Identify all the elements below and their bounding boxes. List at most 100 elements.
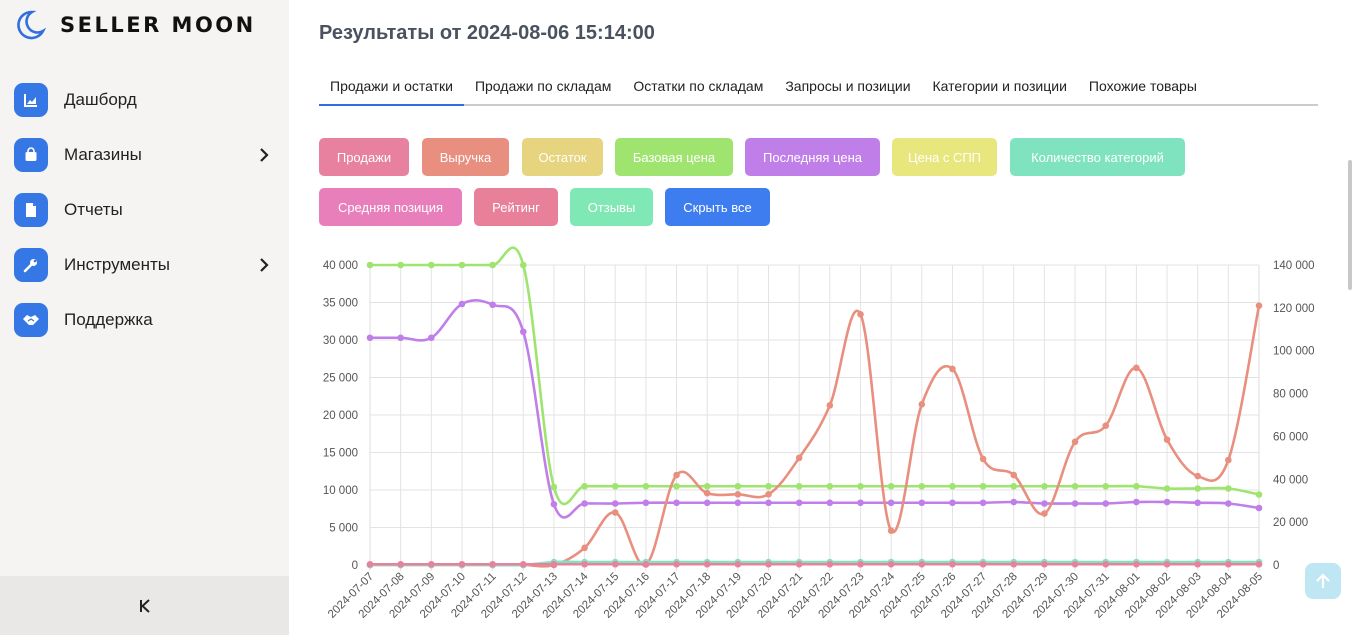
series-point-4 (581, 560, 588, 568)
sidebar-collapse-button[interactable] (0, 576, 289, 635)
filter-sales-button[interactable]: Продажи (319, 138, 409, 176)
series-point-2 (1071, 438, 1079, 446)
tab-categories-positions[interactable]: Категории и позиции (932, 78, 1067, 94)
series-point-2 (734, 490, 742, 498)
handshake-icon (14, 302, 48, 337)
series-point-4 (1225, 560, 1232, 568)
series-point-1 (826, 499, 834, 507)
moon-icon (17, 10, 46, 40)
y-left-tick-label: 40 000 (323, 260, 358, 272)
collapse-icon (139, 598, 150, 613)
series-point-0 (1255, 491, 1263, 498)
bag-icon (14, 137, 48, 172)
y-right-tick-label: 140 000 (1273, 260, 1315, 272)
series-point-4 (428, 560, 435, 568)
series-point-4 (1010, 560, 1018, 568)
series-point-0 (550, 483, 558, 491)
filter-revenue-button[interactable]: Выручка (422, 138, 509, 176)
series-point-2 (1163, 436, 1171, 443)
document-icon (14, 192, 48, 227)
series-point-2 (1255, 302, 1263, 310)
series-point-1 (611, 500, 619, 507)
series-point-0 (397, 261, 404, 269)
series-point-1 (397, 334, 404, 342)
y-right-tick-label: 0 (1273, 560, 1279, 572)
arrow-up-icon (1316, 573, 1330, 589)
series-point-4 (673, 560, 680, 568)
series-point-2 (581, 544, 588, 552)
series-point-4 (765, 560, 772, 568)
series-point-1 (366, 334, 374, 342)
series-point-2 (918, 400, 926, 408)
sidebar-nav: Дашборд Магазины Отчеты Инструменты (14, 72, 274, 347)
page-scrollbar[interactable] (1348, 160, 1352, 290)
series-point-0 (1071, 482, 1079, 490)
series-point-4 (1194, 560, 1201, 568)
series-point-1 (1255, 504, 1263, 512)
series-point-4 (458, 560, 466, 568)
series-point-0 (826, 482, 834, 490)
series-point-4 (519, 560, 527, 568)
brand-name: SELLER MOON (60, 13, 256, 37)
series-point-0 (918, 482, 926, 490)
logo[interactable]: SELLER MOON (14, 8, 256, 42)
series-point-2 (1102, 422, 1110, 430)
filter-stock-button[interactable]: Остаток (522, 138, 603, 176)
y-left-tick-label: 0 (352, 560, 358, 572)
tab-queries-positions[interactable]: Запросы и позиции (785, 78, 911, 94)
series-point-2 (1225, 456, 1232, 464)
sidebar-item-shops[interactable]: Магазины (14, 127, 274, 182)
page-title: Результаты от 2024-08-06 15:14:00 (319, 22, 655, 44)
filter-avg-position-button[interactable]: Средняя позиция (319, 188, 462, 226)
tab-similar-products[interactable]: Похожие товары (1088, 78, 1197, 94)
sidebar-item-label: Дашборд (64, 89, 137, 109)
chevron-right-icon (260, 147, 269, 162)
series-point-4 (1041, 560, 1048, 568)
filter-reviews-button[interactable]: Отзывы (570, 188, 653, 226)
sidebar-item-dashboard[interactable]: Дашборд (14, 72, 274, 127)
series-point-1 (458, 300, 466, 308)
filter-base-price-button[interactable]: Базовая цена (615, 138, 733, 176)
series-point-2 (703, 489, 711, 497)
series-point-1 (1133, 498, 1140, 506)
sidebar-item-label: Поддержка (64, 309, 153, 329)
filter-category-count-button[interactable]: Количество категорий (1010, 138, 1185, 176)
series-point-1 (1041, 500, 1048, 507)
series-point-0 (1133, 482, 1140, 490)
series-point-4 (1102, 560, 1110, 568)
scroll-to-top-button[interactable] (1305, 563, 1341, 599)
sidebar: SELLER MOON Дашборд Магазины Отчеты (0, 0, 289, 635)
series-point-4 (734, 560, 742, 568)
sidebar-item-support[interactable]: Поддержка (14, 292, 274, 347)
series-point-0 (489, 261, 496, 269)
series-point-2 (857, 310, 864, 318)
series-point-0 (1163, 485, 1171, 492)
series-point-1 (581, 500, 588, 507)
series-point-0 (765, 482, 772, 490)
filter-last-price-button[interactable]: Последняя цена (745, 138, 880, 176)
series-point-4 (857, 560, 864, 568)
series-point-1 (1225, 500, 1232, 507)
tab-stock-warehouses[interactable]: Остатки по складам (633, 78, 764, 94)
sidebar-item-label: Отчеты (64, 199, 123, 219)
series-point-0 (581, 482, 588, 490)
series-point-1 (519, 328, 527, 336)
series-point-2 (887, 527, 895, 535)
sidebar-item-reports[interactable]: Отчеты (14, 182, 274, 237)
sidebar-item-tools[interactable]: Инструменты (14, 237, 274, 292)
series-point-4 (366, 560, 374, 568)
series-point-4 (795, 560, 803, 568)
hide-all-button[interactable]: Скрыть все (665, 188, 770, 226)
tab-sales-warehouses[interactable]: Продажи по складам (474, 78, 612, 94)
filter-spp-price-button[interactable]: Цена с СПП (892, 138, 997, 176)
y-right-tick-label: 80 000 (1273, 389, 1308, 401)
series-point-1 (673, 499, 680, 507)
series-point-0 (1041, 482, 1048, 490)
series-point-0 (703, 482, 711, 490)
series-point-4 (979, 560, 987, 568)
filter-rating-button[interactable]: Рейтинг (474, 188, 558, 226)
tab-sales-stock[interactable]: Продажи и остатки (319, 70, 464, 106)
y-right-tick-label: 20 000 (1273, 517, 1308, 529)
y-left-tick-label: 20 000 (323, 410, 358, 422)
series-point-0 (979, 482, 987, 490)
